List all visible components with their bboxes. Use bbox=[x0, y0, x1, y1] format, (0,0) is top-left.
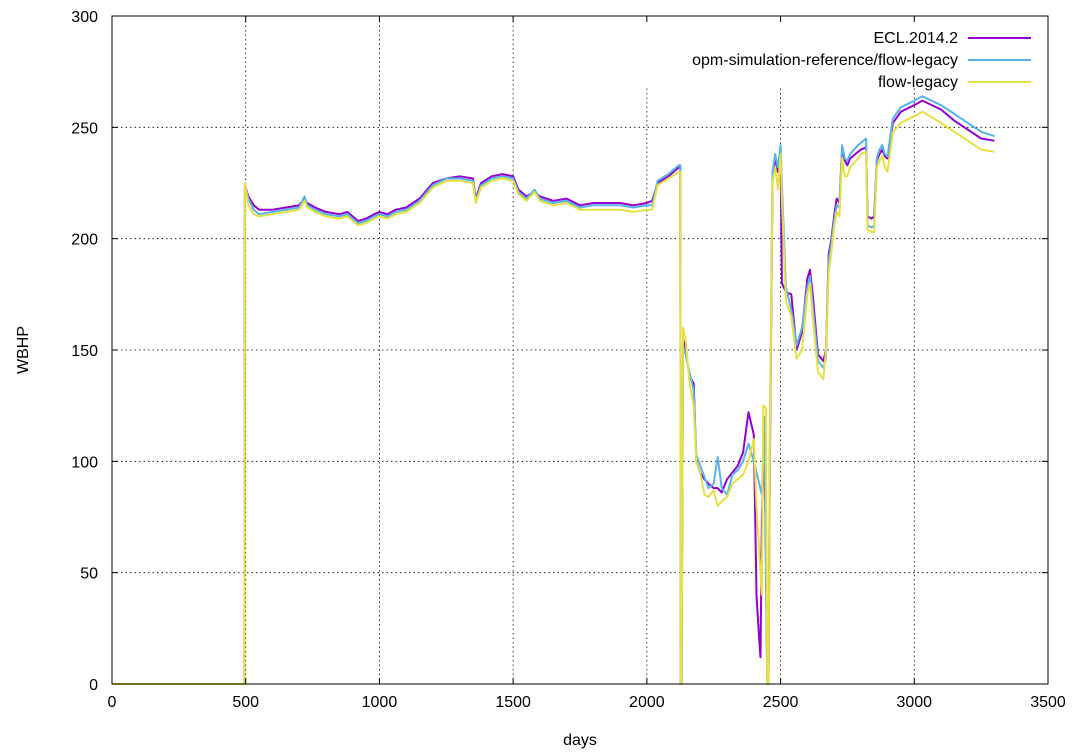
x-tick-label: 3000 bbox=[896, 694, 932, 711]
y-tick-label: 150 bbox=[71, 343, 98, 360]
legend-label: opm-simulation-reference/flow-legacy bbox=[692, 52, 958, 69]
series-line-2 bbox=[112, 110, 995, 685]
x-axis-label: days bbox=[563, 732, 597, 749]
series-line-1 bbox=[112, 95, 995, 685]
y-tick-label: 200 bbox=[71, 232, 98, 249]
legend: ECL.2014.2 opm-simulation-reference/flow-… bbox=[692, 30, 1031, 91]
x-tick-label: 500 bbox=[232, 694, 259, 711]
y-tick-label: 300 bbox=[71, 9, 98, 26]
y-tick-label: 100 bbox=[71, 454, 98, 471]
legend-label: flow-legacy bbox=[878, 74, 958, 91]
axis-ticks: 0 500 1000 1500 2000 2500 3000 3500 0 50 100 150 200… bbox=[71, 9, 1066, 711]
x-tick-label: 3500 bbox=[1030, 694, 1066, 711]
y-tick-label: 250 bbox=[71, 120, 98, 137]
x-tick-label: 2000 bbox=[629, 694, 665, 711]
legend-label: ECL.2014.2 bbox=[873, 30, 958, 47]
y-axis-label: WBHP bbox=[15, 326, 32, 374]
x-tick-label: 2500 bbox=[763, 694, 799, 711]
series-lines bbox=[112, 95, 995, 685]
y-tick-label: 0 bbox=[89, 677, 98, 694]
y-tick-label: 50 bbox=[80, 566, 98, 583]
x-tick-label: 1500 bbox=[495, 694, 531, 711]
x-tick-label: 0 bbox=[108, 694, 117, 711]
x-tick-label: 1000 bbox=[362, 694, 398, 711]
